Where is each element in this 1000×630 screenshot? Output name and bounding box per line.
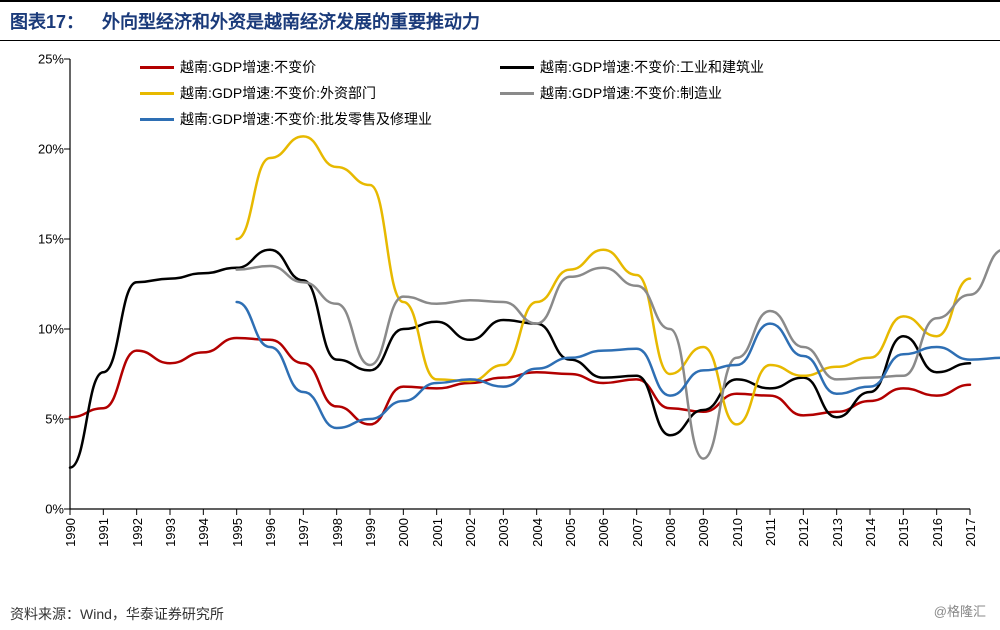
series-line (70, 338, 970, 424)
x-tick-label: 2007 (630, 518, 645, 547)
x-tick-label: 1997 (296, 518, 311, 547)
x-tick-label: 2012 (796, 518, 811, 547)
y-tick-label: 15% (38, 232, 64, 247)
x-tick-label: 1992 (130, 518, 145, 547)
source-label: 资料来源：Wind，华泰证券研究所 (10, 604, 224, 624)
x-tick-label: 2015 (896, 518, 911, 547)
x-tick-label: 1996 (263, 518, 278, 547)
legend: 越南:GDP增速:不变价越南:GDP增速:不变价:工业和建筑业越南:GDP增速:… (140, 57, 960, 129)
x-tick-label: 2001 (430, 518, 445, 547)
y-tick-label: 10% (38, 322, 64, 337)
x-tick-label: 2000 (396, 518, 411, 547)
legend-swatch (500, 66, 534, 69)
watermark: @格隆汇 (934, 601, 986, 620)
x-tick-label: 1993 (163, 518, 178, 547)
x-tick-label: 2013 (830, 518, 845, 547)
x-tick-label: 2011 (763, 518, 778, 546)
legend-item: 越南:GDP增速:不变价:制造业 (500, 83, 830, 103)
legend-swatch (140, 66, 174, 69)
x-tick-label: 1991 (96, 518, 111, 547)
y-tick-label: 20% (38, 142, 64, 157)
title-text: 外向型经济和外资是越南经济发展的重要推动力 (102, 8, 480, 34)
chart-container: 越南:GDP增速:不变价越南:GDP增速:不变价:工业和建筑业越南:GDP增速:… (20, 49, 980, 579)
legend-swatch (140, 118, 174, 121)
x-axis-labels: 1990199119921993199419951996199719981999… (70, 514, 970, 579)
legend-item: 越南:GDP增速:不变价:外资部门 (140, 83, 470, 103)
x-tick-label: 2016 (930, 518, 945, 547)
legend-label: 越南:GDP增速:不变价:制造业 (540, 83, 722, 103)
x-tick-label: 2005 (563, 518, 578, 547)
series-line (70, 250, 970, 468)
legend-swatch (500, 92, 534, 95)
x-tick-label: 2009 (696, 518, 711, 547)
legend-item: 越南:GDP增速:不变价 (140, 57, 470, 77)
x-tick-label: 1995 (230, 518, 245, 547)
x-tick-label: 1990 (63, 518, 78, 547)
x-tick-label: 2008 (663, 518, 678, 547)
y-tick-label: 5% (45, 412, 64, 427)
x-tick-label: 2010 (730, 518, 745, 547)
chart-title-bar: 图表17： 外向型经济和外资是越南经济发展的重要推动力 (0, 0, 1000, 41)
legend-label: 越南:GDP增速:不变价:工业和建筑业 (540, 57, 764, 77)
legend-item: 越南:GDP增速:不变价:批发零售及修理业 (140, 109, 470, 129)
legend-label: 越南:GDP增速:不变价:批发零售及修理业 (180, 109, 432, 129)
legend-label: 越南:GDP增速:不变价:外资部门 (180, 83, 376, 103)
y-axis-labels: 0% 5% 10% 15% 20% 25% (20, 49, 68, 579)
series-line (237, 250, 1000, 459)
title-prefix: 图表17： (10, 8, 84, 34)
x-tick-label: 2017 (963, 518, 978, 547)
y-tick-label: 25% (38, 52, 64, 67)
legend-label: 越南:GDP增速:不变价 (180, 57, 316, 77)
x-tick-label: 2003 (496, 518, 511, 547)
y-tick-label: 0% (45, 502, 64, 517)
x-tick-label: 1999 (363, 518, 378, 547)
series-line (237, 136, 970, 424)
x-tick-label: 2004 (530, 518, 545, 547)
x-tick-label: 2002 (463, 518, 478, 547)
legend-item: 越南:GDP增速:不变价:工业和建筑业 (500, 57, 830, 77)
x-tick-label: 2014 (863, 518, 878, 547)
x-tick-label: 2006 (596, 518, 611, 547)
x-tick-label: 1994 (196, 518, 211, 547)
legend-swatch (140, 92, 174, 95)
x-tick-label: 1998 (330, 518, 345, 547)
